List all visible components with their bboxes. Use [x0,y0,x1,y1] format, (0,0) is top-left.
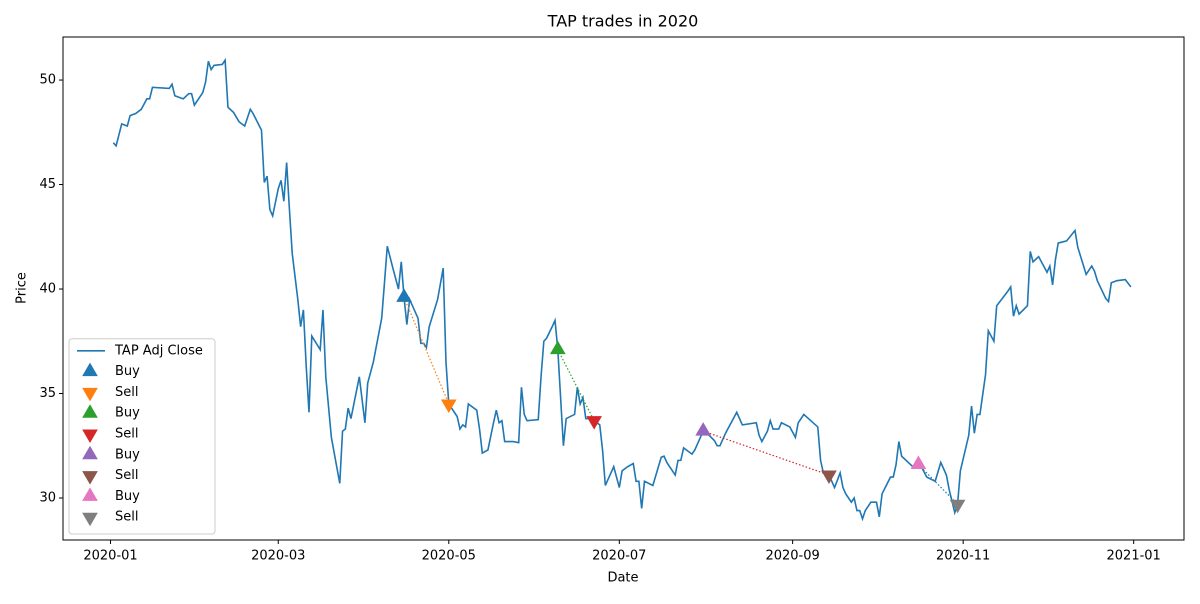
legend-label: Buy [115,447,140,462]
legend-label: Sell [115,427,138,442]
trade-marker [821,470,837,485]
legend-label: Sell [115,468,138,483]
y-tick-label: 30 [39,490,56,505]
x-tick-label: 2020-05 [422,549,476,564]
x-tick-label: 2020-09 [765,549,819,564]
trade-marker [949,499,966,514]
trade-connector [917,464,958,505]
x-axis-label: Date [607,571,638,586]
legend-label: Buy [115,406,140,421]
legend-swatch [82,512,98,527]
trade-marker [586,416,602,430]
trade-marker [549,340,566,355]
legend-swatch [82,487,98,501]
y-axis-label: Price [15,272,30,304]
legend-label: TAP Adj Close [114,343,203,358]
legend-swatch [82,404,98,418]
y-tick-label: 50 [39,73,56,88]
trade-connector [702,430,830,476]
legend-label: Buy [115,364,140,379]
legend-label: Sell [115,385,138,400]
legend-swatch [82,429,98,443]
y-tick-label: 40 [39,282,56,297]
trade-marker [396,288,412,302]
chart-title: TAP trades in 2020 [547,12,699,31]
trade-marker [695,422,712,436]
x-tick-label: 2020-01 [83,549,137,564]
legend-swatch [82,445,98,460]
x-tick-label: 2021-01 [1107,549,1161,564]
x-tick-label: 2020-03 [251,549,305,564]
legend-box [68,338,216,535]
legend-swatch [82,471,98,485]
trade-marker [440,399,457,413]
trade-connector [557,349,595,421]
legend-swatch [82,362,98,377]
plot-frame [62,36,1185,541]
y-tick-label: 45 [39,177,56,192]
trade-marker [910,455,927,470]
legend-label: Sell [115,510,138,525]
legend-swatch [82,387,98,402]
x-tick-label: 2020-07 [592,549,646,564]
x-tick-label: 2020-11 [936,549,990,564]
y-tick-label: 35 [39,386,56,401]
legend-label: Buy [115,489,140,504]
